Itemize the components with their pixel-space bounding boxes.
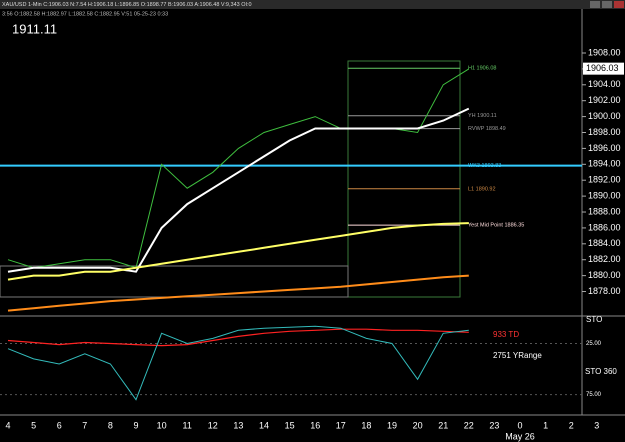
close-button[interactable] bbox=[614, 1, 624, 8]
y-tick-label: 1908.00 bbox=[588, 47, 621, 57]
y-tick-label: 1900.00 bbox=[588, 111, 621, 121]
quote-line: XAU/USD 1-Min C:1906.03 N:7.54 H:1906.18… bbox=[2, 2, 252, 8]
y-tick-label: 1902.00 bbox=[588, 95, 621, 105]
level-label: H1 1906.08 bbox=[468, 66, 496, 72]
x-tick-label: 2 bbox=[569, 420, 574, 430]
x-tick-label: 12 bbox=[208, 420, 218, 430]
x-tick-label: 19 bbox=[387, 420, 397, 430]
y-tick-label: 1886.00 bbox=[588, 222, 621, 232]
panel-annotation: 933 TD bbox=[493, 330, 519, 339]
window-buttons bbox=[590, 1, 624, 8]
y-tick-label: 1884.00 bbox=[588, 238, 621, 248]
x-tick-label: 15 bbox=[285, 420, 295, 430]
panel-annotation: 2751 YRange bbox=[493, 351, 542, 360]
series-line bbox=[7, 222, 469, 281]
bar-line: 3:56 O:1882.58 H:1882.97 L:1882.58 C:188… bbox=[2, 11, 168, 17]
y-tick-label: 1894.00 bbox=[588, 159, 621, 169]
x-tick-label: 21 bbox=[438, 420, 448, 430]
x-tick-label: 0 bbox=[517, 420, 522, 430]
series-line bbox=[7, 274, 469, 312]
y-tick-label: 1896.00 bbox=[588, 143, 621, 153]
x-tick-label: 4 bbox=[5, 420, 10, 430]
x-tick-label: 6 bbox=[57, 420, 62, 430]
axis-name: STO bbox=[586, 315, 602, 324]
date-label: May 26 bbox=[505, 431, 535, 441]
x-tick-label: 10 bbox=[157, 420, 167, 430]
x-tick-label: 7 bbox=[82, 420, 87, 430]
series-line bbox=[7, 325, 469, 401]
x-tick-label: 8 bbox=[108, 420, 113, 430]
level-label: YH 1900.11 bbox=[468, 113, 497, 119]
y-tick-label: 1898.00 bbox=[588, 127, 621, 137]
level-label: Yest Mid Point 1886.35 bbox=[468, 223, 524, 229]
session-box bbox=[347, 60, 461, 298]
x-tick-label: 5 bbox=[31, 420, 36, 430]
panel-annotation: STO 360 bbox=[585, 367, 617, 376]
current-price-box bbox=[583, 62, 624, 75]
y-tick-label: 1878.00 bbox=[588, 286, 621, 296]
x-tick-label: 1 bbox=[543, 420, 548, 430]
price-readout: 1911.11 bbox=[12, 21, 57, 36]
series-line bbox=[7, 328, 469, 347]
x-tick-label: 17 bbox=[336, 420, 346, 430]
y-tick-label: 1882.00 bbox=[588, 254, 621, 264]
x-tick-label: 14 bbox=[259, 420, 269, 430]
y-tick-label: 75.00 bbox=[586, 392, 602, 398]
header-bar bbox=[0, 0, 625, 9]
minimize-button[interactable] bbox=[590, 1, 600, 8]
x-tick-label: 9 bbox=[133, 420, 138, 430]
x-tick-label: 22 bbox=[464, 420, 474, 430]
y-tick-label: 1904.00 bbox=[588, 79, 621, 89]
y-tick-label: 25.00 bbox=[586, 341, 602, 347]
y-tick-label: 1888.00 bbox=[588, 206, 621, 216]
level-label: RVWP 1898.49 bbox=[468, 126, 506, 132]
x-tick-label: 20 bbox=[413, 420, 423, 430]
y-tick-label: 1890.00 bbox=[588, 190, 621, 200]
x-tick-label: 18 bbox=[361, 420, 371, 430]
x-tick-label: 16 bbox=[310, 420, 320, 430]
level-label: L1 1890.92 bbox=[468, 186, 496, 192]
x-tick-label: 23 bbox=[489, 420, 499, 430]
level-label: WK3 1893.83 bbox=[468, 163, 501, 169]
x-tick-label: 13 bbox=[233, 420, 243, 430]
maximize-button[interactable] bbox=[602, 1, 612, 8]
x-tick-label: 3 bbox=[594, 420, 599, 430]
series-line bbox=[7, 107, 470, 273]
y-tick-label: 1880.00 bbox=[588, 270, 621, 280]
current-price-label: 1906.03 bbox=[586, 63, 619, 73]
x-tick-label: 11 bbox=[183, 420, 192, 430]
y-tick-label: 1892.00 bbox=[588, 175, 621, 185]
